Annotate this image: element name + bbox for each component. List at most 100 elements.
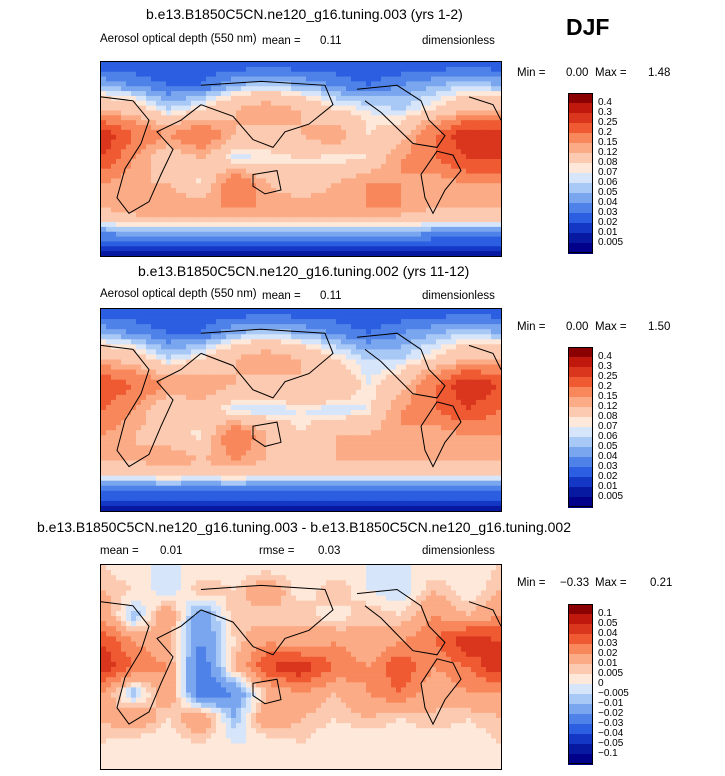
map-cell [301, 222, 307, 228]
map-cell [281, 154, 287, 160]
map-cell [151, 394, 157, 401]
map-cell [451, 364, 457, 371]
colorbar-label: 0.12 [598, 147, 618, 158]
map-cell [296, 324, 302, 330]
map-cell [301, 389, 307, 396]
map-cell [321, 236, 327, 243]
map-cell [351, 354, 357, 361]
map-cell [106, 389, 112, 396]
map-cell [171, 71, 177, 78]
map-cell [236, 374, 242, 381]
map-cell [446, 173, 452, 179]
map-cell [116, 91, 122, 97]
map-cell [471, 394, 477, 401]
map-cell [131, 95, 137, 102]
map-cell [321, 91, 327, 97]
map-cell [286, 207, 292, 213]
map-cell [286, 144, 292, 150]
map-cell [126, 404, 132, 411]
map-cell [331, 66, 337, 73]
map-cell [421, 192, 427, 199]
map-cell [441, 105, 447, 112]
map-cell [436, 100, 442, 107]
map-cell [361, 168, 367, 175]
map-cell [131, 324, 137, 330]
map-cell [216, 231, 222, 238]
map-cell [316, 207, 322, 213]
map-cell [451, 339, 457, 345]
map-cell [431, 334, 437, 340]
map-cell [221, 379, 227, 386]
map-cell [396, 389, 402, 396]
map-cell [476, 339, 482, 345]
map-cell [261, 110, 267, 116]
map-cell [216, 369, 222, 376]
map-cell [321, 129, 327, 136]
map-cell [226, 226, 232, 233]
map-cell [491, 115, 497, 121]
map-cell [181, 144, 187, 150]
map-cell [111, 173, 117, 179]
map-cell [281, 399, 287, 406]
map-cell [146, 125, 152, 131]
map-cell [441, 222, 447, 228]
map-cell [131, 344, 137, 350]
map-cell [141, 100, 147, 107]
map-cell [236, 334, 242, 340]
map-cell [131, 374, 137, 381]
map-cell [156, 404, 162, 411]
map-cell [461, 339, 467, 345]
map-cell [491, 212, 497, 218]
map-cell [356, 173, 362, 179]
map-cell [241, 178, 247, 184]
map-cell [201, 329, 207, 335]
map-cell [386, 359, 392, 366]
map-cell [451, 241, 457, 247]
map-cell [466, 76, 472, 82]
map-cell [136, 217, 142, 223]
map-cell [251, 144, 257, 150]
map-cell [156, 154, 162, 160]
map-cell [436, 251, 442, 256]
map-cell [186, 154, 192, 160]
map-cell [206, 139, 212, 146]
map-cell [251, 334, 257, 340]
map-cell [126, 246, 132, 252]
map-cell [416, 212, 422, 218]
map-cell [266, 384, 272, 391]
map-cell [231, 178, 237, 184]
map-cell [426, 231, 432, 238]
map-cell [281, 359, 287, 366]
map-cell [191, 188, 197, 194]
map-cell [361, 62, 367, 68]
map-cell [491, 178, 497, 184]
map-cell [176, 66, 182, 73]
map-cell [491, 384, 497, 391]
map-cell [171, 394, 177, 401]
map-cell [251, 202, 257, 209]
map-cell [256, 222, 262, 228]
map-cell [161, 207, 167, 213]
map-cell [231, 399, 237, 406]
map-cell [241, 212, 247, 218]
map-cell [221, 120, 227, 126]
map-cell [316, 399, 322, 406]
map-cell [226, 202, 232, 209]
map-cell [171, 324, 177, 330]
panel-1-mean-label: mean = [262, 35, 301, 47]
map-cell [241, 246, 247, 252]
map-cell [371, 144, 377, 150]
map-cell [481, 120, 487, 126]
map-cell [486, 183, 492, 189]
map-cell [336, 394, 342, 401]
map-cell [101, 183, 107, 189]
map-cell [151, 207, 157, 213]
map-cell [371, 95, 377, 102]
map-cell [286, 236, 292, 243]
map-cell [401, 149, 407, 155]
map-cell [231, 415, 237, 421]
map-cell [156, 364, 162, 371]
map-cell [476, 222, 482, 228]
map-cell [431, 349, 437, 356]
map-cell [436, 226, 442, 233]
